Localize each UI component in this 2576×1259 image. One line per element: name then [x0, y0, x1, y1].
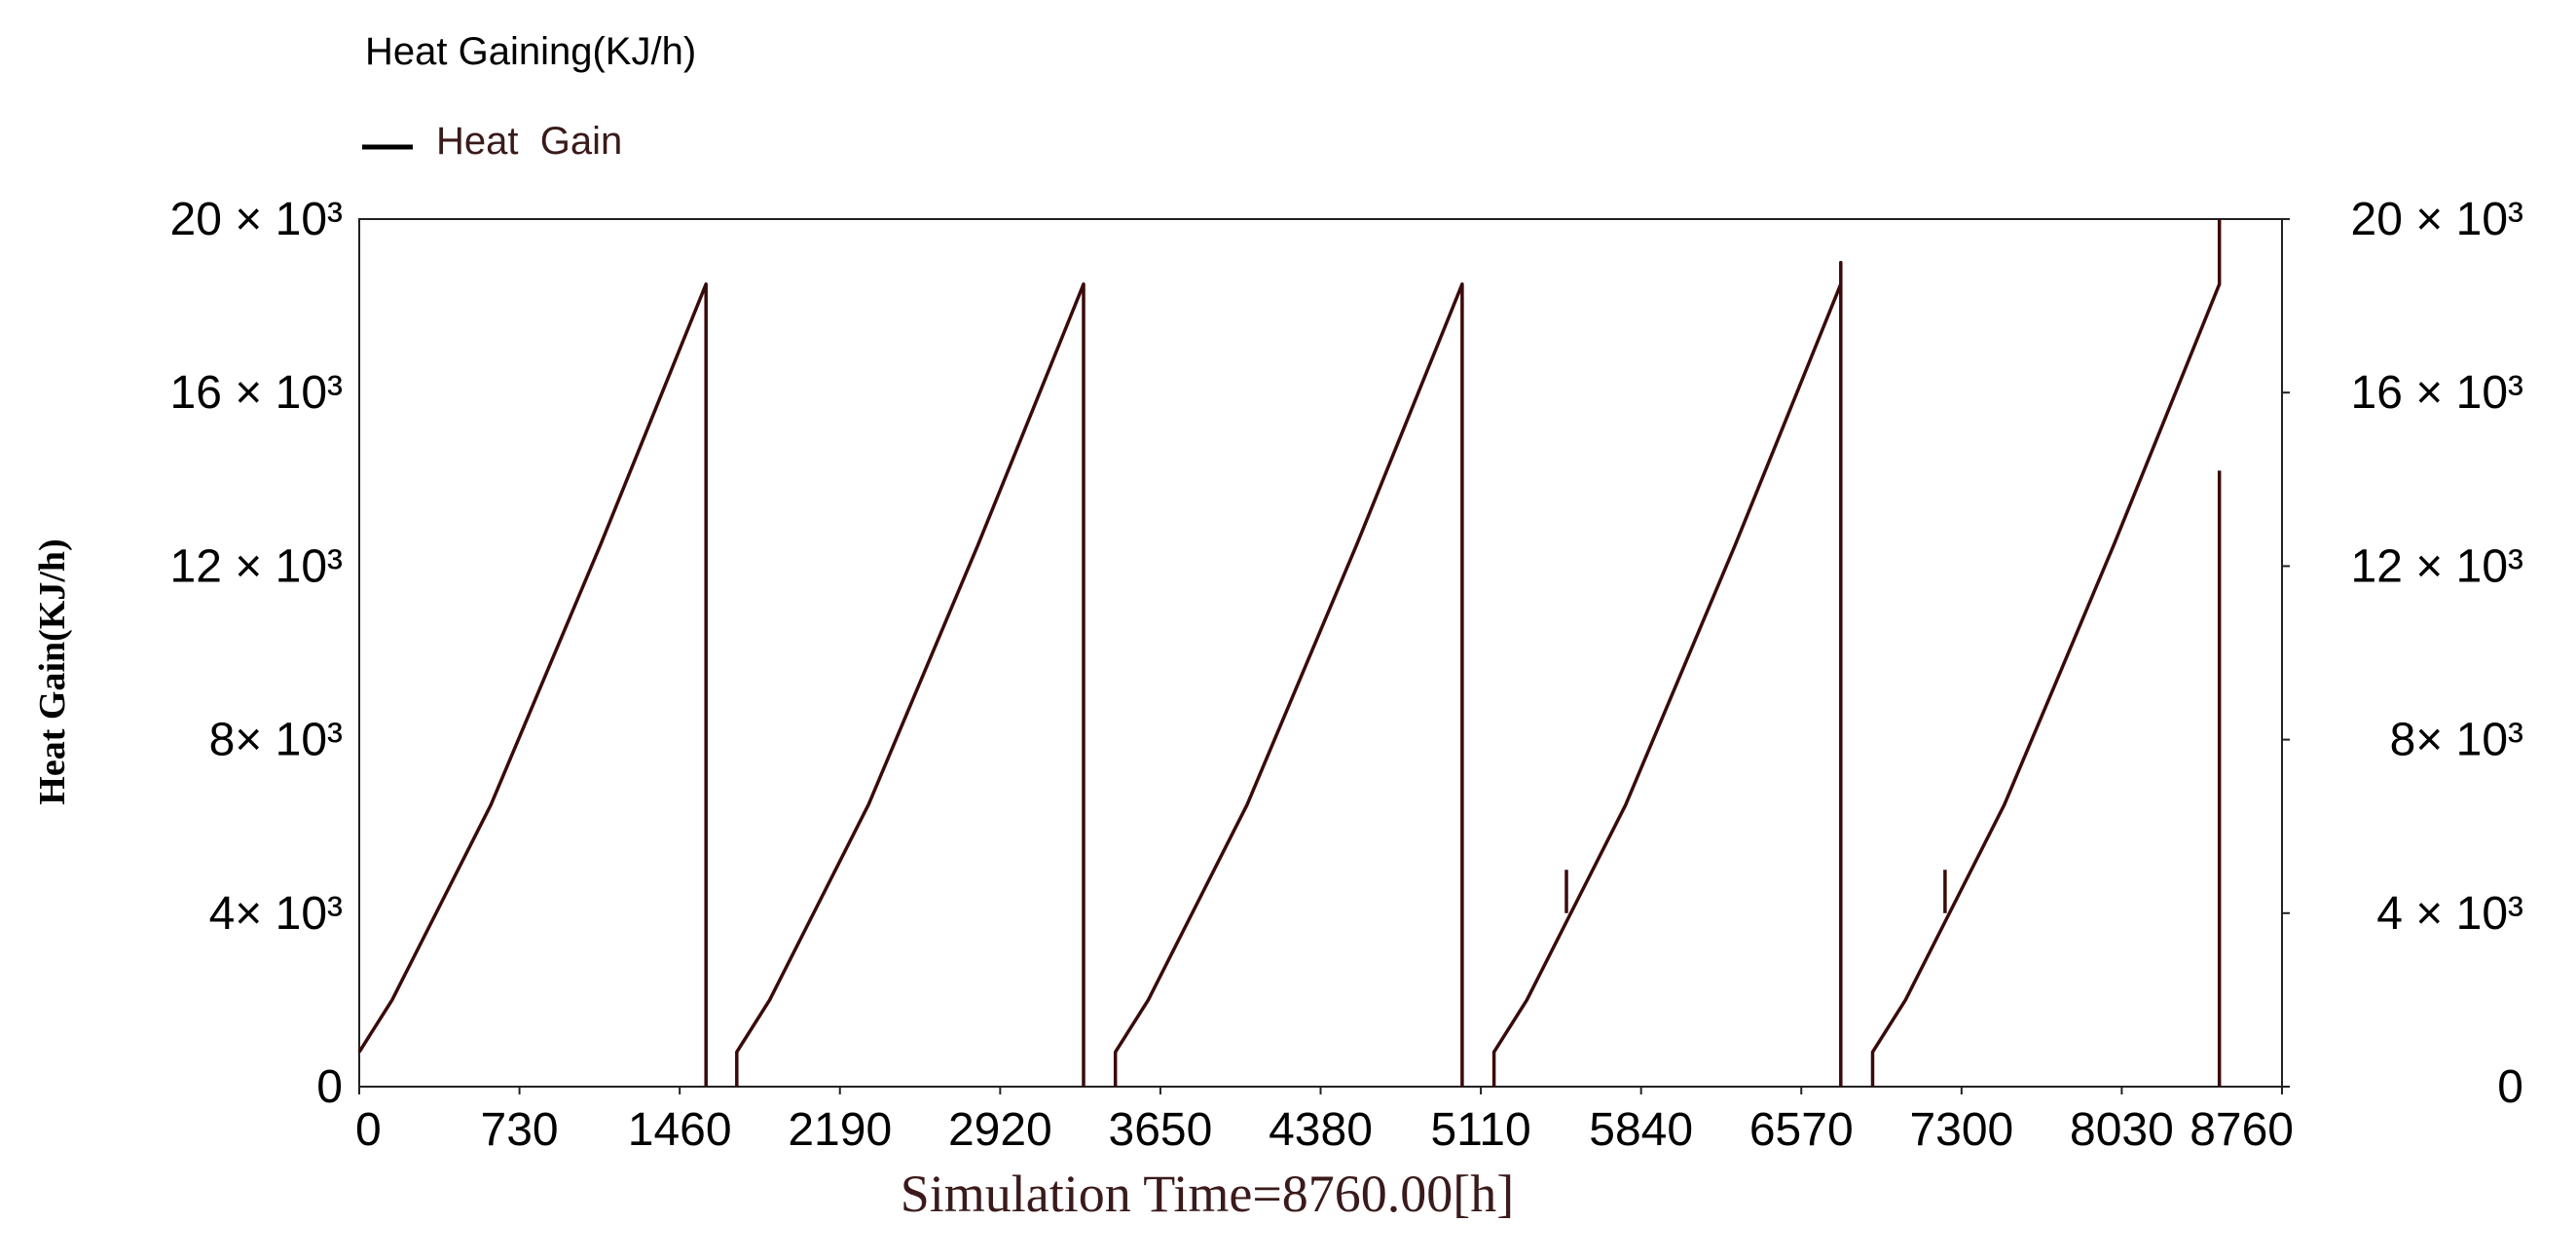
series-line-segment	[735, 282, 1086, 1087]
y-tick-label-left: 20 × 10³	[170, 194, 343, 245]
y-tick-label-right: 8× 10³	[2390, 715, 2523, 766]
y-tick-label-right: 16 × 10³	[2351, 367, 2523, 419]
y-tick-label-right: 0	[2497, 1061, 2523, 1113]
x-tick-label: 2190	[788, 1104, 892, 1156]
x-tick-label: 1460	[628, 1104, 732, 1156]
series-line-segment	[1870, 219, 2222, 1087]
x-axis-ticks: 0 730 1460 2190 2920 3650 4380 5110 5840 6570 7300…	[355, 1087, 2294, 1156]
x-tick-label: 8760	[2190, 1104, 2294, 1156]
x-tick-label: 3650	[1109, 1104, 1213, 1156]
x-tick-label: 5110	[1430, 1104, 1530, 1156]
y-tick-label-left: 12 × 10³	[170, 540, 343, 592]
y-tick-label-left: 0	[316, 1061, 343, 1113]
plot-area-frame	[358, 218, 2283, 1088]
y-tick-label-left: 16 × 10³	[170, 367, 343, 419]
y-tick-label-left: 8× 10³	[209, 715, 343, 766]
x-tick-label: 7300	[1909, 1104, 2013, 1156]
x-tick-label: 4380	[1269, 1104, 1373, 1156]
series-heat-gain	[357, 219, 2222, 1087]
y-tick-label-left: 4× 10³	[209, 888, 343, 940]
series-line-segment	[1491, 260, 1843, 1087]
y-axis-left-ticks: 0 4× 10³ 8× 10³ 12 × 10³ 16 × 10³ 20 × 10³	[170, 194, 343, 1113]
y-axis-right-ticks: 0 4 × 10³ 8× 10³ 12 × 10³ 16 × 10³ 20 × 10³	[2282, 194, 2523, 1113]
legend-label-heat-gain: Heat Gain	[436, 120, 622, 163]
x-tick-label: 8030	[2070, 1104, 2174, 1156]
x-tick-label: 6570	[1749, 1104, 1854, 1156]
y-tick-label-right: 20 × 10³	[2351, 194, 2523, 245]
chart-title: Heat Gaining(KJ/h)	[365, 30, 696, 73]
x-tick-label: 5840	[1589, 1104, 1693, 1156]
x-tick-label: 2920	[948, 1104, 1052, 1156]
x-axis-label: Simulation Time=8760.00[h]	[901, 1165, 1515, 1223]
series-line-segment	[1113, 282, 1464, 1087]
x-tick-label: 730	[481, 1104, 559, 1156]
y-tick-label-right: 4 × 10³	[2376, 888, 2523, 940]
series-line-segment	[357, 282, 708, 1087]
x-tick-label: 0	[355, 1104, 382, 1156]
y-tick-label-right: 12 × 10³	[2351, 540, 2523, 592]
y-axis-label: Heat Gain(KJ/h)	[32, 538, 73, 804]
